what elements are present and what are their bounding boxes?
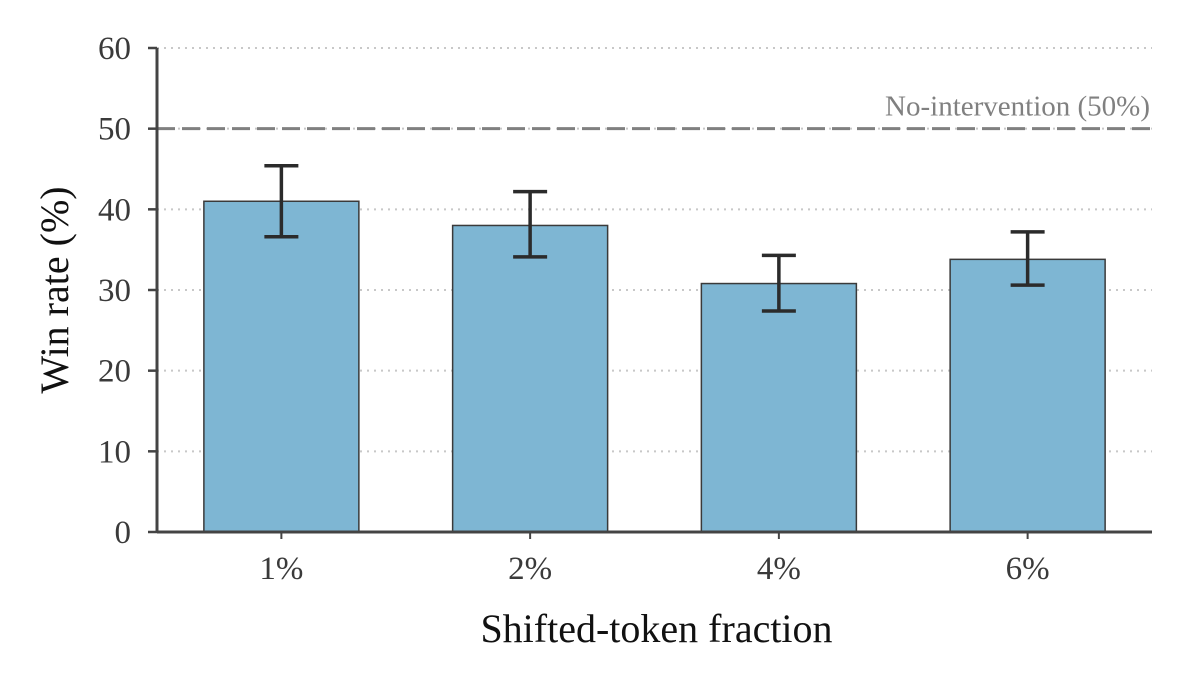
reference-line-label: No-intervention (50%) <box>885 91 1150 123</box>
error-bar <box>761 253 796 313</box>
y-axis-title: Win rate (%) <box>32 186 77 393</box>
y-tick-label: 10 <box>98 434 131 470</box>
error-bar <box>264 164 299 239</box>
grid-lines <box>157 47 1152 453</box>
bar <box>203 200 360 533</box>
y-ticks: 0 10 20 30 40 50 60 <box>98 31 157 551</box>
y-tick-label: 50 <box>98 112 131 148</box>
y-tick-label: 0 <box>115 515 132 551</box>
error-bar <box>1010 230 1045 287</box>
y-tick-label: 20 <box>98 354 131 390</box>
y-tick-label: 30 <box>98 273 131 309</box>
bar <box>949 258 1106 533</box>
error-bar <box>513 189 548 259</box>
bar <box>451 224 609 533</box>
x-tick-label: 6% <box>1006 551 1050 587</box>
reference-line-group: No-intervention (50%) <box>157 91 1152 131</box>
x-axis-title: Shifted-token fraction <box>480 606 832 651</box>
y-tick-label: 60 <box>98 31 131 67</box>
error-bars <box>264 164 1045 313</box>
x-tick-label: 4% <box>757 551 801 587</box>
x-ticks: 1% 2% 4% 6% <box>259 532 1050 587</box>
y-tick-label: 40 <box>98 192 131 228</box>
x-tick-label: 1% <box>259 551 303 587</box>
x-tick-label: 2% <box>508 551 552 587</box>
bars <box>203 200 1106 533</box>
bar <box>700 282 858 533</box>
